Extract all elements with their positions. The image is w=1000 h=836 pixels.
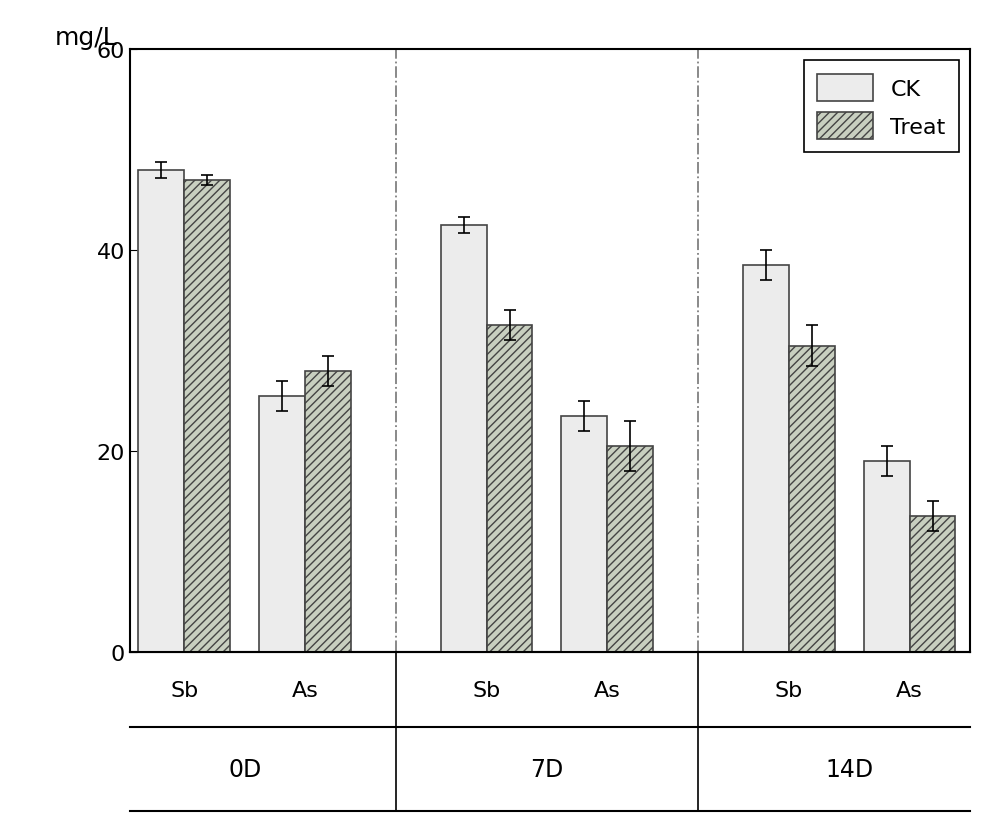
Bar xyxy=(184,181,230,652)
Bar xyxy=(864,461,910,652)
Bar xyxy=(607,446,653,652)
Text: 7D: 7D xyxy=(530,757,564,781)
Bar xyxy=(441,226,487,652)
Legend: CK, Treat: CK, Treat xyxy=(804,61,959,153)
Bar xyxy=(789,346,835,652)
Bar xyxy=(305,371,351,652)
Bar xyxy=(561,416,607,652)
Text: Sb: Sb xyxy=(472,680,501,700)
Text: Sb: Sb xyxy=(775,680,803,700)
Text: 14D: 14D xyxy=(825,757,873,781)
Text: mg/L: mg/L xyxy=(54,26,117,50)
Bar xyxy=(259,396,305,652)
Text: As: As xyxy=(896,680,923,700)
Bar xyxy=(743,266,789,652)
Bar xyxy=(910,517,955,652)
Text: As: As xyxy=(594,680,621,700)
Text: Sb: Sb xyxy=(170,680,199,700)
Text: 0D: 0D xyxy=(228,757,261,781)
Bar xyxy=(138,171,184,652)
Bar xyxy=(487,326,532,652)
Text: As: As xyxy=(292,680,319,700)
